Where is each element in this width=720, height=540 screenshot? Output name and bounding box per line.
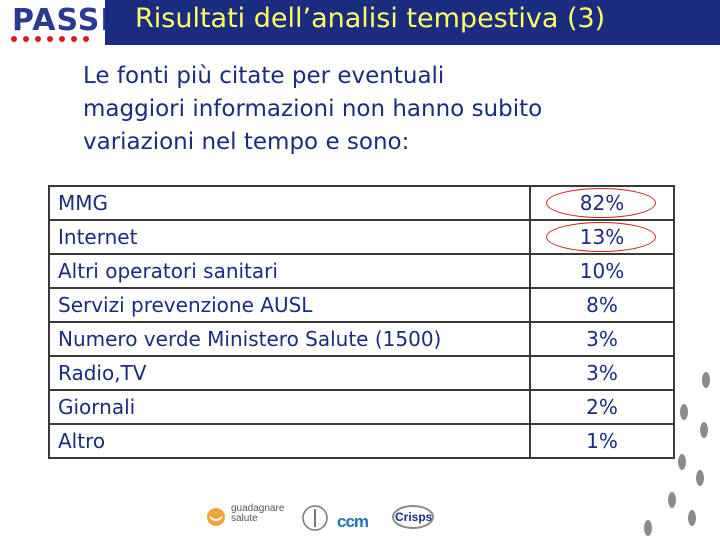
source-label: Altro: [48, 423, 531, 459]
source-label: Altri operatori sanitari: [48, 253, 531, 289]
passi-logo-dots-icon: [11, 36, 89, 42]
table-row: Numero verde Ministero Salute (1500) 3%: [48, 321, 675, 357]
source-label: Servizi prevenzione AUSL: [48, 287, 531, 323]
source-percentage: 3%: [529, 321, 675, 357]
intro-text: Le fonti più citate per eventuali maggio…: [83, 60, 683, 159]
source-percentage: 8%: [529, 287, 675, 323]
passi-logo: PASSI: [6, 4, 111, 44]
crisps-swirl-icon: [392, 505, 434, 529]
intro-line: Le fonti più citate per eventuali: [83, 63, 445, 89]
source-percentage: 82%: [529, 185, 675, 221]
table-row: Servizi prevenzione AUSL 8%: [48, 287, 675, 323]
source-label: Giornali: [48, 389, 531, 425]
source-label: MMG: [48, 185, 531, 221]
passi-logo-text: PASSI: [12, 3, 113, 38]
intro-line: maggiori informazioni non hanno subito: [83, 96, 543, 122]
source-label: Radio,TV: [48, 355, 531, 391]
source-percentage: 10%: [529, 253, 675, 289]
footer-logos: guadagnare salute ccm Crisps: [205, 498, 445, 538]
source-percentage: 1%: [529, 423, 675, 459]
ccm-logo: ccm: [337, 512, 369, 531]
table-row: MMG 82%: [48, 185, 675, 221]
source-label: Internet: [48, 219, 531, 255]
ministry-seal-icon: [302, 505, 328, 531]
footprints-decoration-icon: [644, 372, 710, 536]
source-percentage: 13%: [529, 219, 675, 255]
table-row: Internet 13%: [48, 219, 675, 255]
table-row: Radio,TV 3%: [48, 355, 675, 391]
highlight-ellipse: [546, 188, 656, 218]
crisps-logo: Crisps: [392, 505, 434, 529]
slide-title: Risultati dell’analisi tempestiva (3): [135, 3, 606, 34]
guadagnare-salute-icon: [207, 508, 225, 526]
highlight-ellipse: [546, 222, 656, 252]
table-row: Altro 1%: [48, 423, 675, 459]
intro-line: variazioni nel tempo e sono:: [83, 129, 410, 155]
source-percentage: 3%: [529, 355, 675, 391]
table-row: Altri operatori sanitari 10%: [48, 253, 675, 289]
source-label: Numero verde Ministero Salute (1500): [48, 321, 531, 357]
title-bar: Risultati dell’analisi tempestiva (3): [105, 0, 720, 45]
sources-table: MMG 82% Internet 13% Altri operatori san…: [48, 185, 675, 459]
table-row: Giornali 2%: [48, 389, 675, 425]
source-percentage: 2%: [529, 389, 675, 425]
